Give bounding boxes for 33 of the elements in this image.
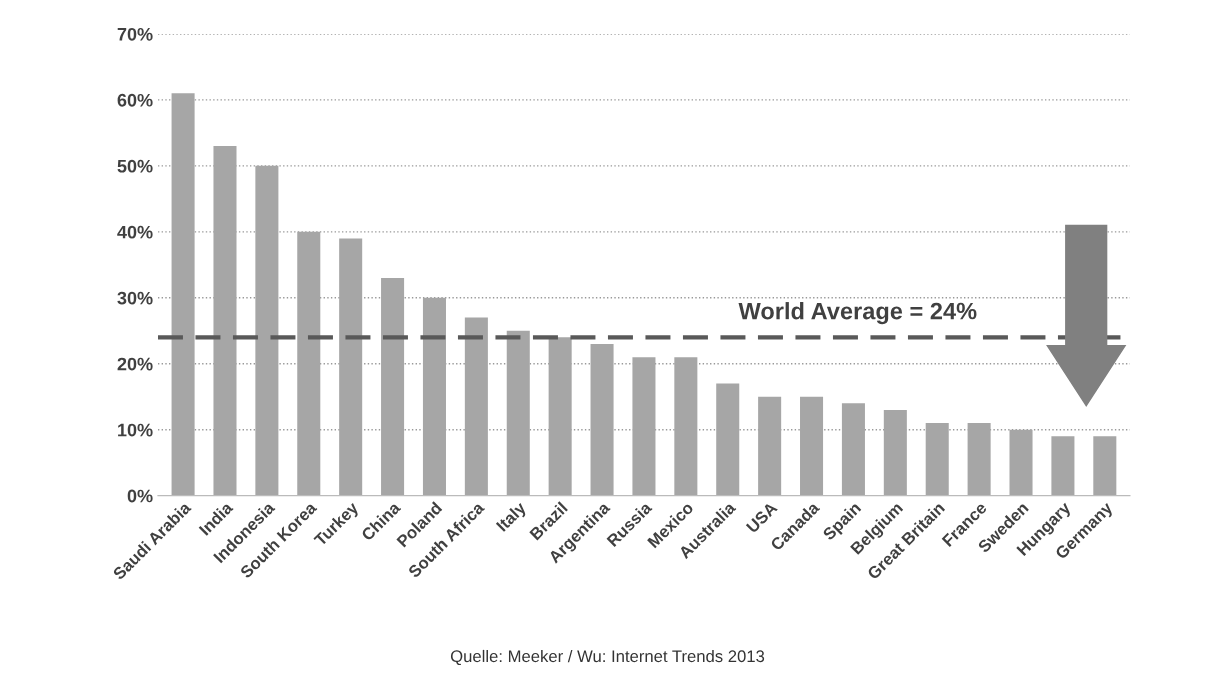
bar bbox=[674, 357, 698, 496]
bar bbox=[381, 278, 405, 496]
bar bbox=[422, 297, 446, 496]
source-note: Quelle: Meeker / Wu: Internet Trends 2013 bbox=[450, 649, 765, 666]
bar bbox=[590, 343, 614, 496]
y-tick-label: 30% bbox=[117, 291, 153, 305]
bar bbox=[632, 357, 656, 496]
y-tick-label: 0% bbox=[127, 489, 153, 503]
y-tick-label: 10% bbox=[118, 423, 153, 437]
y-tick-label: 60% bbox=[117, 93, 153, 107]
bar bbox=[1051, 436, 1075, 496]
bar bbox=[883, 409, 907, 496]
bar bbox=[548, 337, 572, 496]
bar bbox=[255, 165, 279, 496]
bar bbox=[213, 146, 237, 496]
bar bbox=[967, 423, 991, 496]
bar bbox=[800, 396, 824, 496]
bar bbox=[297, 231, 321, 496]
bar bbox=[758, 396, 782, 496]
bar bbox=[841, 403, 865, 496]
bar bbox=[171, 93, 195, 496]
bar bbox=[1093, 436, 1117, 496]
y-tick-label: 40% bbox=[117, 225, 153, 239]
y-tick-label: 50% bbox=[117, 159, 153, 173]
bar bbox=[1009, 429, 1033, 496]
y-tick-label: 70% bbox=[117, 27, 153, 41]
bar bbox=[716, 383, 740, 496]
bar bbox=[464, 317, 488, 496]
bar bbox=[339, 238, 363, 496]
bar bbox=[925, 423, 949, 496]
ref-line-label: World Average = 24% bbox=[738, 302, 977, 325]
bar bbox=[506, 330, 530, 496]
y-tick-label: 20% bbox=[117, 357, 153, 371]
